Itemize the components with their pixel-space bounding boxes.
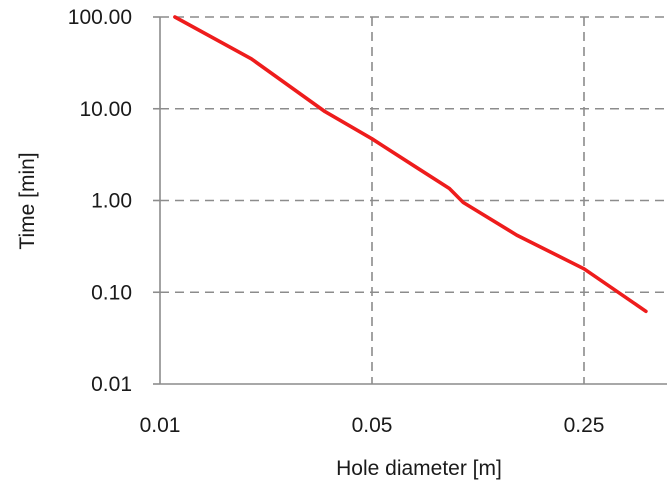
y-tick-label: 100.00 — [68, 6, 132, 29]
x-tick-label: 0.01 — [140, 414, 181, 437]
x-tick-label: 0.05 — [352, 414, 393, 437]
axes — [153, 16, 667, 385]
y-axis-title: Time [min] — [16, 152, 39, 249]
y-tick-label: 0.01 — [91, 373, 132, 396]
y-tick-label: 0.10 — [91, 281, 132, 304]
y-tick-label: 10.00 — [79, 98, 132, 121]
x-axis-title: Hole diameter [m] — [336, 457, 502, 480]
x-tick-label: 0.25 — [564, 414, 605, 437]
tick-labels: 0.01 0.10 1.00 10.00 100.00 0.01 0.05 0.25 — [68, 6, 605, 437]
series-line — [173, 15, 648, 314]
grid-lines — [160, 16, 667, 384]
y-tick-label: 1.00 — [91, 190, 132, 213]
series — [173, 15, 648, 314]
